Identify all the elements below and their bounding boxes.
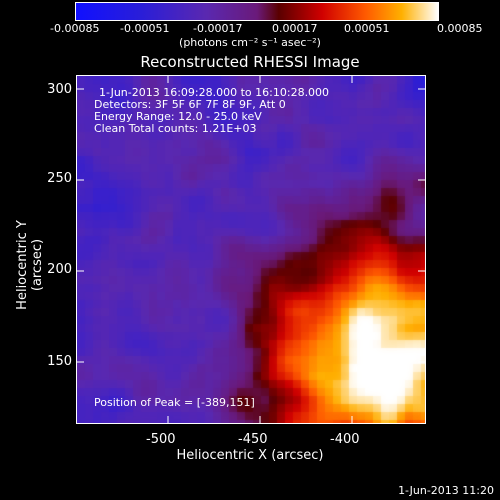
y-tick-label: 200 xyxy=(47,262,72,277)
y-axis: 300 250 200 150 xyxy=(0,0,72,500)
x-axis-label: Heliocentric X (arcsec) xyxy=(176,448,324,463)
y-tick-label: 150 xyxy=(47,354,72,369)
y-tick-label: 250 xyxy=(47,171,72,186)
y-axis-label: Heliocentric Y (arcsec) xyxy=(15,220,45,310)
colorbar-tick: 0.00017 xyxy=(272,22,318,35)
colorbar-tick: -0.00085 xyxy=(50,22,100,35)
detectors-label: Detectors: 3F 5F 6F 7F 8F 9F, Att 0 xyxy=(94,98,286,111)
x-tick-label: -450 xyxy=(238,432,268,447)
colorbar-units: (photons cm⁻² s⁻¹ asec⁻²) xyxy=(179,36,321,49)
colorbar-tick: 0.00051 xyxy=(344,22,390,35)
peak-position-label: Position of Peak = [-389,151] xyxy=(94,396,255,409)
y-tick-label: 300 xyxy=(47,82,72,97)
colorbar xyxy=(75,2,439,21)
rhessi-image xyxy=(77,76,425,423)
plot-title: Reconstructed RHESSI Image xyxy=(140,53,360,71)
colorbar-tick: -0.00051 xyxy=(120,22,170,35)
time-range-label: 1-Jun-2013 16:09:28.000 to 16:10:28.000 xyxy=(99,86,330,99)
x-tick-label: -400 xyxy=(330,432,360,447)
clean-counts-label: Clean Total counts: 1.21E+03 xyxy=(94,122,257,135)
colorbar-tick: -0.00017 xyxy=(193,22,243,35)
colorbar-tick: 0.00085 xyxy=(437,22,483,35)
image-plot: 1-Jun-2013 16:09:28.000 to 16:10:28.000 … xyxy=(76,75,426,424)
x-tick-label: -500 xyxy=(146,432,176,447)
timestamp-footer: 1-Jun-2013 11:20 xyxy=(398,484,494,497)
energy-range-label: Energy Range: 12.0 - 25.0 keV xyxy=(94,110,262,123)
